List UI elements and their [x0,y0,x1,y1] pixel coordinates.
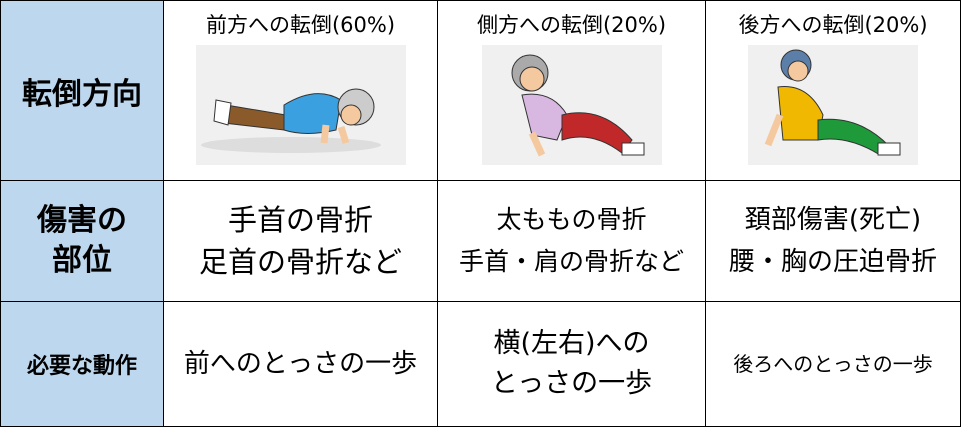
cell-text: 腰・胸の圧迫骨折 [728,247,937,277]
cell-text: 傷害の [37,203,127,238]
cell: 横(左右)への とっさの一歩 [437,301,706,427]
cell-text: 足首の骨折など [198,245,402,279]
cell-text: 手首の骨折 [227,203,373,237]
cell: 頚部傷害(死亡) 腰・胸の圧迫骨折 [705,180,961,302]
cell-text: 後ろへのとっさの一歩 [733,352,933,376]
cell: 後ろへのとっさの一歩 [705,301,961,427]
cell-text: 前へのとっさの一歩 [183,349,418,379]
cell: 前方への転倒(60%) [163,0,438,181]
cell-text: 転倒方向 [22,76,142,112]
cell-text: 必要な動作 [26,354,137,379]
cell-text: 側方への転倒(20%) [476,13,667,37]
cell-text: とっさの一歩 [490,368,653,399]
header-cell: 転倒方向 [0,0,164,181]
illustration [748,45,918,165]
header-cell: 必要な動作 [0,301,164,427]
cell: 手首の骨折 足首の骨折など [163,180,438,302]
cell-text: 手首・肩の骨折など [458,247,684,276]
cell: 後方への転倒(20%) [705,0,961,181]
illustration [481,45,662,165]
cell-text: 頚部傷害(死亡) [744,205,922,235]
cell: 側方への転倒(20%) [437,0,706,181]
cell: 太ももの骨折 手首・肩の骨折など [437,180,706,302]
cell-text: 横(左右)への [493,328,650,359]
cell-text: 太ももの骨折 [496,205,647,234]
cell-text: 前方への転倒(60%) [205,13,396,37]
illustration [195,45,406,165]
cell: 前へのとっさの一歩 [163,301,438,427]
cell-text: 部位 [52,243,112,278]
header-cell: 傷害の 部位 [0,180,164,302]
cell-text: 後方への転倒(20%) [738,13,928,37]
